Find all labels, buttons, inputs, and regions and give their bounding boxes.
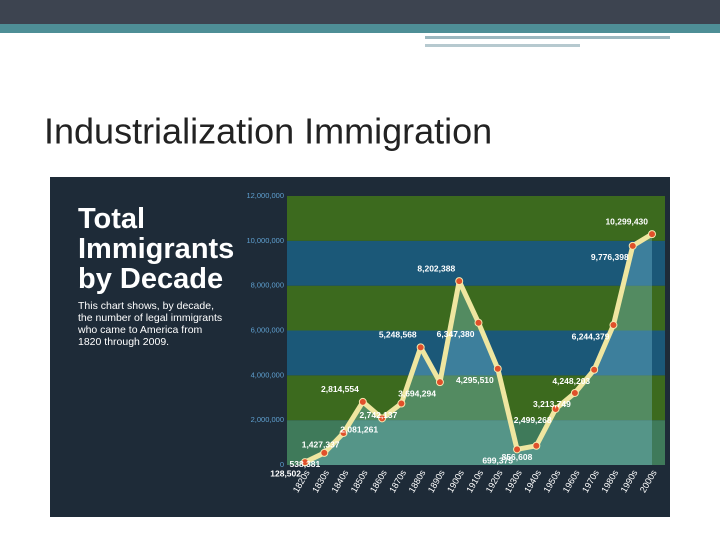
data-label: 2,499,268 <box>514 415 552 425</box>
point <box>513 445 522 454</box>
data-label: 8,202,388 <box>417 263 455 273</box>
point <box>648 230 656 239</box>
point <box>320 448 329 457</box>
data-label: 6,347,380 <box>437 329 475 339</box>
plot: 0 2,000,000 4,000,000 6,000,000 8,000,000 10,… <box>246 191 665 494</box>
point <box>339 429 348 438</box>
point <box>628 241 637 250</box>
data-label: 2,742,137 <box>360 410 398 420</box>
data-label: 3,694,294 <box>398 388 436 398</box>
chart-title: Total Immigrants by Decade <box>78 203 234 295</box>
data-label: 5,248,568 <box>379 330 417 340</box>
point <box>474 318 483 327</box>
y-tick-label: 0 <box>280 460 284 469</box>
y-tick-label: 6,000,000 <box>251 325 284 334</box>
data-label: 1,427,337 <box>302 439 340 449</box>
data-label: 4,248,203 <box>552 376 590 386</box>
point <box>378 414 387 423</box>
point <box>416 343 425 352</box>
data-label: 6,244,379 <box>572 331 610 341</box>
data-label: 10,299,430 <box>605 216 648 226</box>
header-bar <box>0 0 720 24</box>
header-accent <box>0 24 720 33</box>
grid-band <box>287 240 665 286</box>
y-tick-label: 8,000,000 <box>251 281 284 290</box>
data-label: 538,381 <box>290 459 321 469</box>
point <box>301 458 309 467</box>
data-label: 4,295,510 <box>456 375 494 385</box>
grid-band <box>287 375 665 421</box>
area <box>305 234 652 465</box>
y-tick-label: 4,000,000 <box>251 370 284 379</box>
slide-title: Industrialization Immigration <box>44 111 492 152</box>
header-rule <box>425 36 670 39</box>
point <box>455 277 464 286</box>
point <box>532 441 541 450</box>
y-tick-label: 2,000,000 <box>251 415 284 424</box>
point <box>493 364 502 373</box>
grid-band <box>287 196 665 241</box>
point <box>570 388 579 397</box>
point <box>609 321 618 330</box>
y-tick-label: 12,000,000 <box>246 191 284 200</box>
data-label: 9,776,398 <box>591 252 629 262</box>
subtitle-box: This chart shows, by decade, the number … <box>78 300 223 348</box>
data-label: 3,213,749 <box>533 399 571 409</box>
point <box>435 378 444 387</box>
point <box>397 399 406 408</box>
header-rule <box>425 44 580 47</box>
grid-band <box>287 420 665 465</box>
y-tick-label: 10,000,000 <box>246 236 284 245</box>
point <box>551 404 560 413</box>
data-label: 856,608 <box>502 452 533 462</box>
data-label: 128,502 <box>270 468 301 478</box>
data-label: 2,814,554 <box>321 384 359 394</box>
chart-subtitle: This chart shows, by decade, the number … <box>78 300 223 348</box>
point <box>590 365 599 374</box>
data-label: 2,081,261 <box>340 425 378 435</box>
data-label: 699,375 <box>482 456 513 466</box>
point <box>358 397 367 406</box>
